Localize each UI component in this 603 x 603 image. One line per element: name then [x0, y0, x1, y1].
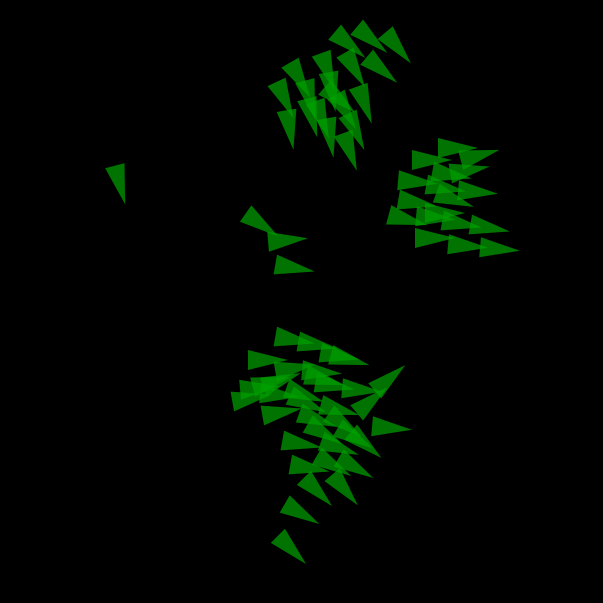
agent-triangle	[458, 149, 500, 170]
agent-triangle	[336, 47, 365, 88]
agent-triangle	[432, 183, 474, 207]
agent-triangle	[279, 495, 320, 524]
agent-triangle	[341, 378, 382, 399]
agent-triangle	[260, 405, 302, 426]
agent-triangle	[438, 138, 478, 158]
agent-triangle	[105, 163, 126, 205]
agent-triangle	[360, 49, 398, 83]
agent-triangle	[318, 79, 356, 113]
agent-triangle	[333, 449, 374, 478]
agent-triangle	[479, 237, 520, 258]
agent-triangle	[344, 424, 382, 458]
agent-triangle	[248, 350, 288, 370]
agent-triangle	[317, 431, 359, 455]
agent-triangle	[412, 150, 452, 170]
agent-triangle	[267, 231, 308, 252]
agent-triangle	[316, 116, 337, 158]
agent-triangle	[297, 96, 318, 138]
agent-triangle	[350, 19, 388, 53]
agent-triangle	[239, 379, 280, 400]
agent-triangle	[338, 109, 365, 151]
agent-triangle	[288, 454, 330, 475]
agent-triangle	[270, 528, 307, 565]
agent-triangle	[448, 163, 490, 184]
agent-triangle	[333, 129, 357, 171]
agent-triangle	[303, 365, 345, 386]
agent-triangle	[328, 345, 370, 366]
agent-triangle	[424, 174, 466, 195]
agent-triangle	[273, 254, 315, 275]
agent-triangle	[468, 214, 510, 235]
agent-triangle	[276, 108, 297, 150]
agent-triangle	[368, 365, 406, 399]
agent-triangle	[239, 205, 279, 237]
agent-triangle	[377, 26, 411, 64]
agent-triangle	[328, 24, 366, 58]
agent-triangle	[350, 387, 388, 421]
agent-triangle	[296, 470, 333, 507]
agent-triangle	[318, 395, 360, 416]
agent-triangle	[371, 416, 412, 437]
agent-triangle	[324, 468, 358, 506]
agent-triangle	[348, 82, 372, 124]
agent-layer	[105, 19, 520, 565]
agent-triangle	[285, 386, 327, 413]
agent-triangle	[267, 77, 294, 119]
agent-triangle	[259, 383, 300, 404]
agent-triangle	[280, 430, 322, 451]
agent-triangle	[457, 180, 498, 201]
agent-triangle	[447, 234, 488, 255]
agent-triangle	[322, 405, 362, 437]
agent-triangle	[415, 228, 455, 248]
